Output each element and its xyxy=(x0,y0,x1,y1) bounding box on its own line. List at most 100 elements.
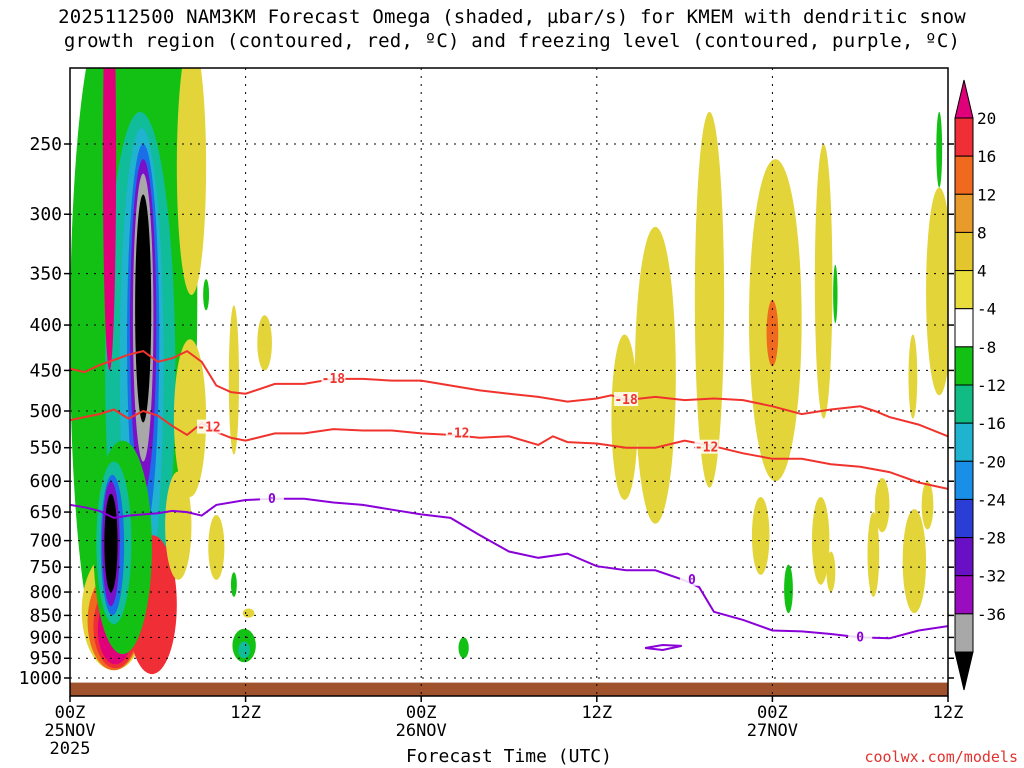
freezing-level-0 xyxy=(70,497,948,640)
y-tick-label-300: 300 xyxy=(29,204,62,225)
colorbar-label-10: -24 xyxy=(977,490,1006,509)
colorbar-label-12: -32 xyxy=(977,567,1006,586)
freezing-level-loop xyxy=(644,643,682,652)
x-axis-label: Forecast Time (UTC) xyxy=(406,746,612,767)
colorbar-label-5: -4 xyxy=(977,300,996,319)
colorbar-label-3: 8 xyxy=(977,223,987,242)
credit-text: coolwx.com/models xyxy=(864,748,1018,766)
contour-label-5: 0 xyxy=(268,492,276,507)
omega-cell-green-dot-9 xyxy=(203,279,210,311)
contour-lines: -18 -12 -18 -12 -12 0 0 0 xyxy=(70,349,948,652)
y-tick-label-500: 500 xyxy=(29,401,62,422)
omega-cell-yellow-mid xyxy=(173,339,207,497)
colorbar-block-2 xyxy=(954,193,974,233)
colorbar-top-arrow xyxy=(954,79,974,119)
colorbar-label-9: -20 xyxy=(977,452,1006,471)
contour-label-bg-6 xyxy=(679,571,704,586)
colorbar-label-13: -36 xyxy=(977,605,1006,624)
dgz-minus-12 xyxy=(70,408,948,490)
y-tick-label-550: 550 xyxy=(29,438,62,459)
colorbar-block-8 xyxy=(954,422,974,462)
omega-cell-green-59-top xyxy=(936,111,943,188)
colorbar: 20 16 12 8 4 -4 -8 -12 -16 -20 -24 -28 -32 -36 xyxy=(954,79,1006,691)
contour-label-0: -18 xyxy=(322,372,346,387)
colorbar-label-0: 20 xyxy=(977,109,996,128)
contour-label-bg-5 xyxy=(259,490,284,505)
colorbar-label-7: -12 xyxy=(977,376,1006,395)
x-tick-date-24: 26NOV xyxy=(396,721,447,741)
contour-label-6: 0 xyxy=(688,573,696,588)
plot-frame xyxy=(69,67,949,697)
omega-cell-green-50 xyxy=(784,564,793,614)
omega-cell-yellow-38 xyxy=(634,226,676,524)
contour-label-bg-0 xyxy=(321,370,346,385)
x-tick-label-60: 12Z xyxy=(933,703,964,723)
contour-label-7: 0 xyxy=(856,630,864,645)
x-tick-label-0: 00Z xyxy=(55,703,86,723)
omega-cell-yellow-55 xyxy=(874,478,890,533)
omega-cell-green-dot-11 xyxy=(230,572,237,597)
colorbar-block-6 xyxy=(954,346,974,386)
chart-title-line2: growth region (contoured, red, ºC) and f… xyxy=(63,30,961,52)
omega-cell-yellow-upper-12z xyxy=(176,68,207,295)
terrain xyxy=(70,682,948,696)
chart-title-line1: 2025112500 NAM3KM Forecast Omega (shaded… xyxy=(58,6,966,28)
colorbar-block-4 xyxy=(954,270,974,310)
dgz-minus-18 xyxy=(70,349,948,438)
contour-label-bg-1 xyxy=(197,419,222,434)
omega-cell-yellow-56 xyxy=(867,512,880,597)
x-tick-year-0: 2025 xyxy=(50,739,91,759)
omega-cell-black-core-lower xyxy=(104,493,118,593)
colorbar-label-1: 16 xyxy=(977,147,996,166)
omega-cell-green-52 xyxy=(833,264,838,324)
omega-cell-yellow-59 xyxy=(926,187,948,396)
colorbar-bottom-arrow xyxy=(954,651,974,691)
omega-cell-yellow-upper-12z-b xyxy=(257,315,272,371)
omega-cell-black-core-upper xyxy=(135,194,152,423)
colorbar-block-5 xyxy=(954,308,974,348)
grid-lines xyxy=(70,68,948,696)
x-tick-date-48: 27NOV xyxy=(747,721,798,741)
terrain-layer xyxy=(70,682,948,696)
contour-label-1: -12 xyxy=(197,421,220,436)
x-tick-label-12: 12Z xyxy=(230,703,261,723)
plot-border xyxy=(69,67,949,697)
contour-label-3: -12 xyxy=(446,426,469,441)
omega-cell-teal-low-12 xyxy=(238,641,250,659)
x-tick-label-48: 00Z xyxy=(757,703,788,723)
y-tick-label-450: 450 xyxy=(29,360,62,381)
omega-cell-yellow-51 xyxy=(814,144,833,419)
y-tick-label-400: 400 xyxy=(29,315,62,336)
omega-cell-yellow-58-low xyxy=(902,509,927,614)
x-tick-date-0: 25NOV xyxy=(44,721,95,741)
x-tick-label-36: 12Z xyxy=(581,703,612,723)
contour-label-bg-3 xyxy=(445,425,470,440)
omega-cell-yellow-53-low xyxy=(826,551,836,593)
y-tick-label-650: 650 xyxy=(29,502,62,523)
omega-cell-yellow-58 xyxy=(921,481,934,530)
y-tick-label-850: 850 xyxy=(29,605,62,626)
colorbar-label-2: 12 xyxy=(977,185,996,204)
y-tick-label-750: 750 xyxy=(29,557,62,578)
y-tick-label-950: 950 xyxy=(29,648,62,669)
y-axis-ticks: 2503003504004505005506006507007508008509… xyxy=(19,134,954,689)
colorbar-label-8: -16 xyxy=(977,414,1006,433)
y-tick-label-700: 700 xyxy=(29,531,62,552)
y-tick-label-350: 350 xyxy=(29,264,62,285)
omega-cell-yellow-42 xyxy=(694,111,725,488)
colorbar-label-4: 4 xyxy=(977,262,987,281)
y-tick-label-900: 900 xyxy=(29,627,62,648)
contour-label-bg-4 xyxy=(694,439,719,454)
omega-cell-yellow-small xyxy=(208,515,225,580)
colorbar-block-7 xyxy=(954,384,974,424)
colorbar-block-9 xyxy=(954,460,974,500)
omega-cell-yellow-52-low xyxy=(811,496,830,585)
contour-label-2: -18 xyxy=(614,393,638,408)
colorbar-block-0 xyxy=(954,117,974,157)
contour-label-4: -12 xyxy=(695,441,718,456)
contour-label-bg-7 xyxy=(848,629,873,644)
omega-cell-yellow-50-low xyxy=(751,496,770,575)
omega-cell-yellow-thin-10 xyxy=(228,305,240,455)
